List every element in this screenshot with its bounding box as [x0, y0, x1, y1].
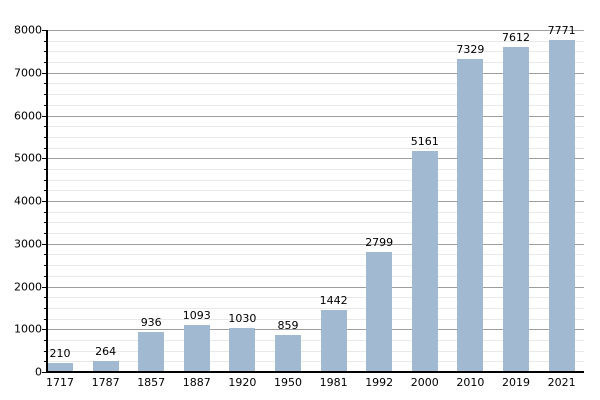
y-gridline-minor: [48, 233, 584, 235]
y-tick-label: 5000: [14, 151, 42, 165]
y-gridline-minor: [48, 350, 584, 352]
x-tick-label: 1787: [91, 376, 120, 389]
bar-value-label: 1093: [182, 309, 211, 323]
x-tick-label: 2019: [502, 376, 530, 389]
y-tick-label: 1000: [14, 322, 42, 336]
y-tick-label: 3000: [14, 237, 42, 251]
x-axis-line: [46, 371, 584, 373]
bar: [503, 46, 529, 372]
y-gridline-minor: [48, 307, 584, 309]
y-tick-major: [42, 72, 48, 74]
bar: [138, 332, 165, 372]
bar: [275, 335, 301, 372]
bar-value-label: 7612: [502, 30, 530, 44]
y-tick-label: 4000: [14, 194, 42, 208]
y-tick-label: 7000: [14, 66, 42, 80]
y-tick-major: [42, 329, 48, 331]
bar-value-label: 5161: [410, 135, 439, 149]
y-gridline-minor: [48, 361, 584, 363]
y-gridline-minor: [48, 222, 584, 224]
bar-value-label: 2799: [365, 236, 394, 250]
x-tick-label: 2000: [410, 376, 439, 389]
y-gridline-major: [48, 286, 584, 288]
y-gridline-minor: [48, 40, 584, 42]
y-gridline-major: [48, 329, 584, 331]
y-gridline-minor: [48, 94, 584, 96]
y-tick-major: [42, 286, 48, 288]
bar-value-label: 210: [49, 347, 71, 361]
bar: [366, 252, 393, 372]
x-tick-label: 2010: [456, 376, 485, 389]
plot-area: 210 264 936 1093 1030 859 1442 2799 5161 7329 7612…: [46, 24, 584, 373]
bar-value-label: 1030: [228, 311, 257, 325]
bar-value-label: 264: [95, 344, 117, 358]
y-tick-label: 2000: [14, 280, 42, 293]
y-gridline-minor: [48, 126, 584, 128]
x-tick-label: 1717: [46, 376, 74, 389]
x-tick-label: 1887: [182, 376, 211, 389]
y-gridline-minor: [48, 339, 584, 341]
y-gridline-minor: [48, 83, 584, 85]
bar-value-label: 859: [277, 319, 299, 333]
y-gridline-minor: [48, 190, 584, 192]
x-tick-label: 1857: [137, 376, 166, 389]
bar-value-label: 7329: [456, 42, 485, 56]
y-gridline-major: [48, 243, 584, 245]
bar: [183, 325, 210, 372]
y-tick-major: [42, 30, 48, 31]
y-gridline-minor: [48, 179, 584, 181]
y-gridline-minor: [48, 62, 584, 64]
y-tick-major: [42, 115, 48, 117]
y-tick-label: 0: [35, 365, 42, 379]
bar: [320, 310, 347, 372]
y-tick-major: [42, 201, 48, 202]
y-gridline-minor: [48, 275, 584, 277]
bar-value-label: 936: [140, 316, 162, 329]
x-tick-label: 1950: [274, 376, 302, 389]
bar-value-label: 7771: [547, 23, 576, 37]
y-tick-label: 6000: [14, 109, 42, 122]
y-gridline-major: [48, 115, 584, 117]
y-gridline-minor: [48, 318, 584, 320]
y-gridline-minor: [48, 168, 584, 170]
bar-value-label: 1442: [319, 294, 348, 308]
y-gridline-minor: [48, 254, 584, 256]
y-gridline-minor: [48, 211, 584, 213]
x-tick-label: 1992: [365, 376, 394, 389]
y-gridline-minor: [48, 136, 584, 138]
y-tick-label: 8000: [14, 23, 42, 37]
y-gridline-major: [48, 30, 584, 31]
x-tick-label: 2021: [547, 376, 576, 389]
bar: [411, 151, 438, 372]
y-axis: 0 1000 2000 3000 4000 5000 6000 7000 8000: [0, 25, 48, 378]
y-gridline-major: [48, 201, 584, 202]
y-gridline-minor: [48, 104, 584, 106]
bar: [548, 39, 575, 372]
x-tick-label: 1981: [319, 376, 348, 389]
y-gridline-minor: [48, 51, 584, 53]
y-gridline-minor: [48, 147, 584, 149]
y-gridline-minor: [48, 265, 584, 267]
bar: [457, 58, 484, 372]
x-tick-label: 1920: [228, 376, 257, 389]
y-gridline-major: [48, 72, 584, 74]
bar: [47, 363, 73, 372]
bar: [92, 360, 119, 372]
bar: [229, 327, 256, 372]
y-gridline-major: [48, 158, 584, 160]
y-axis-line: [46, 30, 48, 372]
y-tick-major: [42, 372, 48, 373]
y-tick-major: [42, 158, 48, 160]
y-tick-major: [42, 243, 48, 245]
y-gridline-minor: [48, 297, 584, 299]
